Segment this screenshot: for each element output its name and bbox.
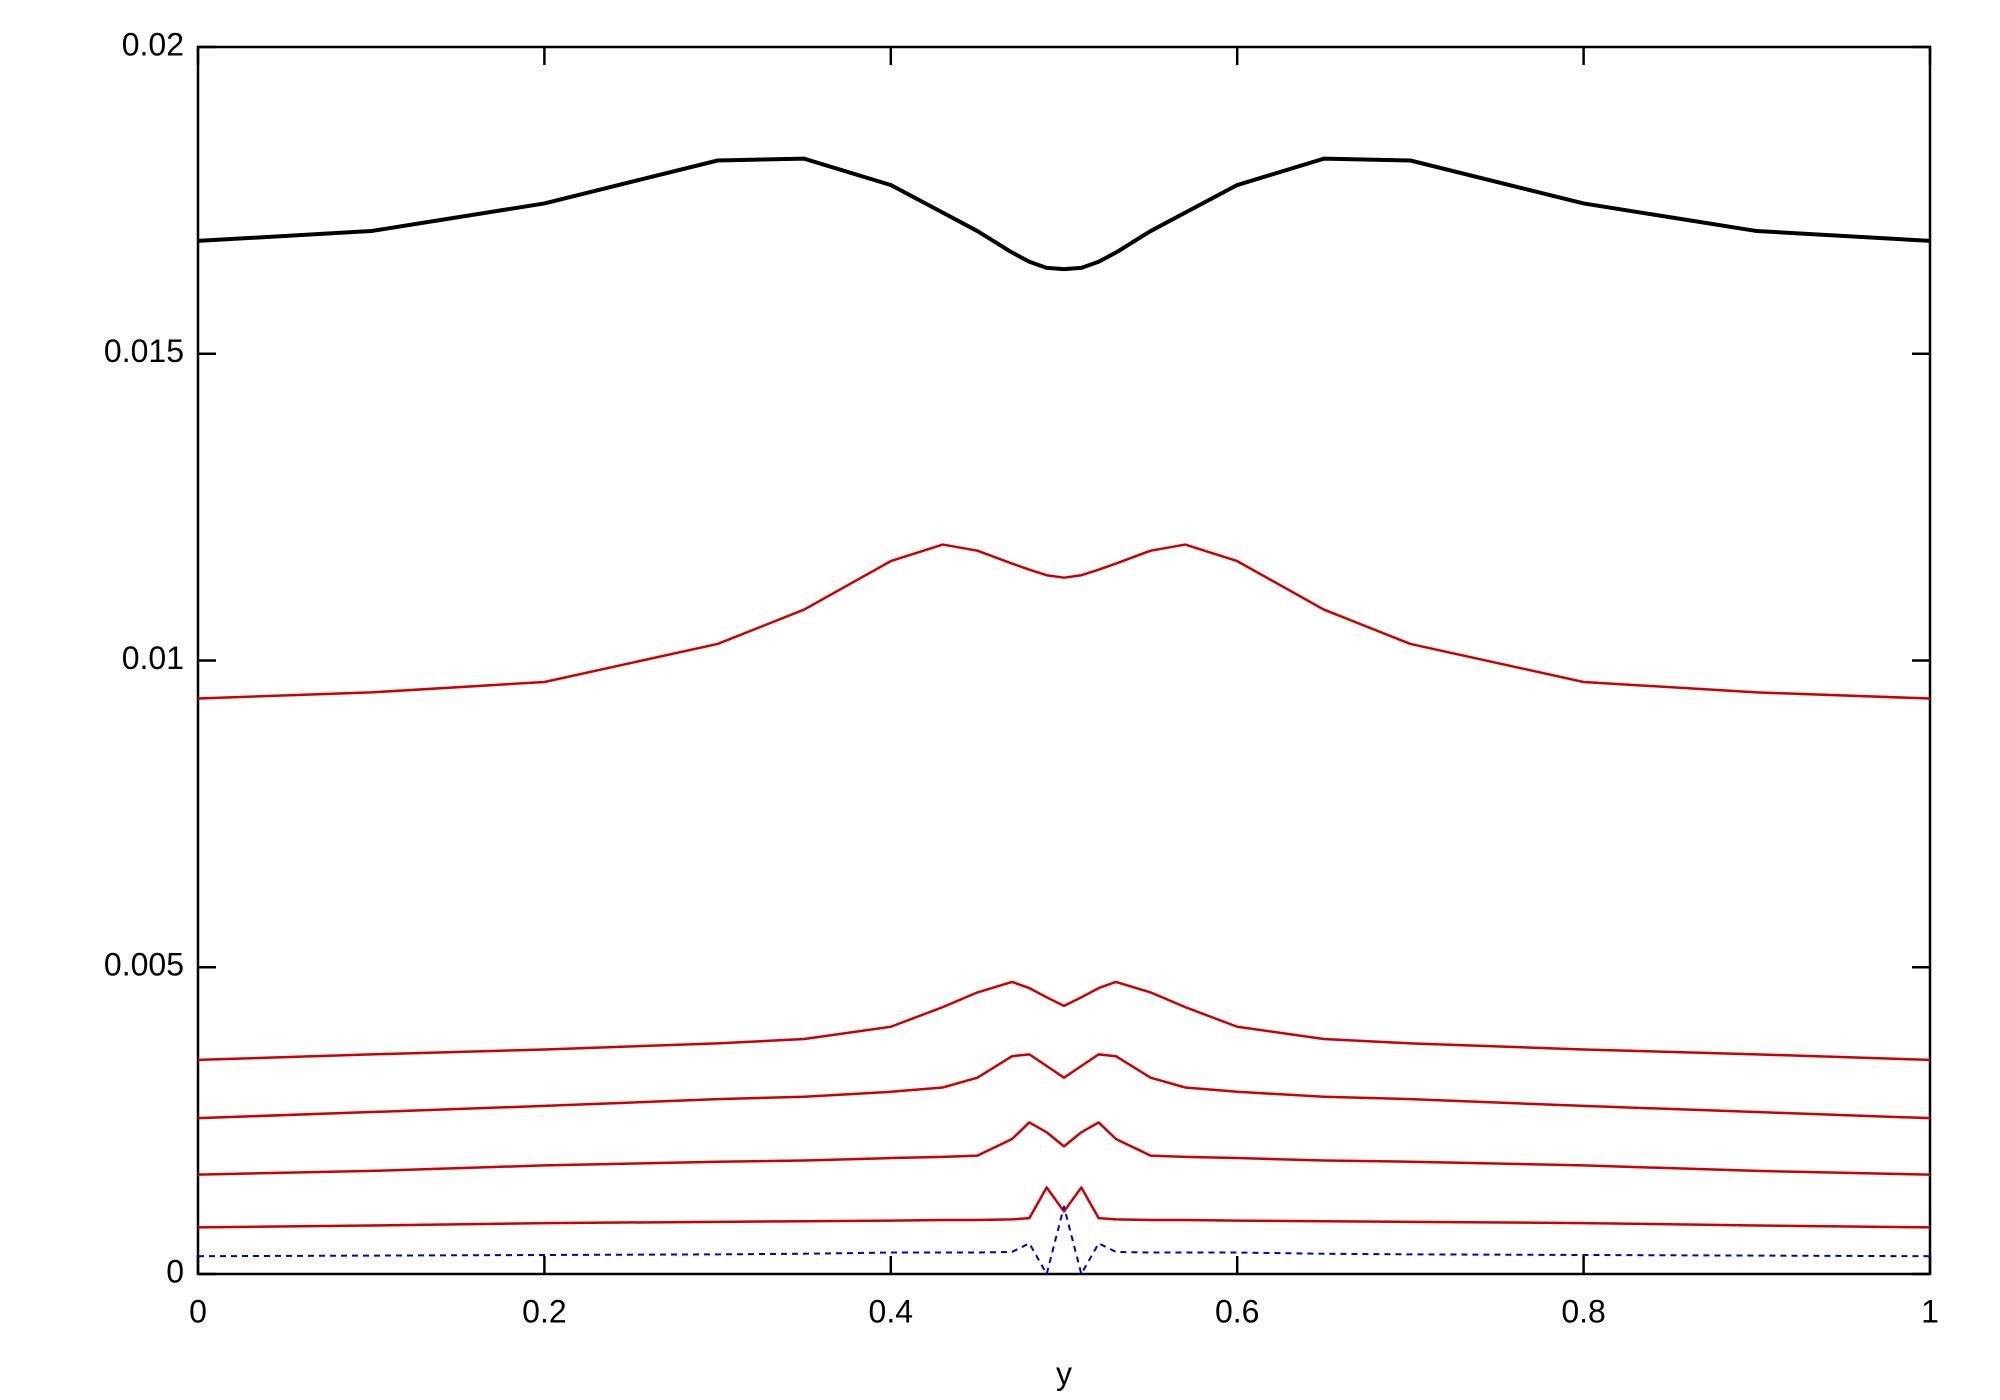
data-line [197,1121,1931,1176]
y-tick-label: 0 [166,1253,184,1289]
x-tick-label: 0.2 [522,1293,566,1329]
data-line [197,980,1931,1062]
plot-frame [196,45,1932,1276]
x-tick-label: 0 [189,1293,207,1329]
data-line [197,156,1931,272]
y-tick-label: 0.015 [104,333,184,369]
x-tick-label: 0.4 [869,1293,913,1329]
data-line [197,1205,1931,1275]
y-tick-label: 0.02 [122,26,184,62]
x-tick-label: 0.6 [1215,1293,1259,1329]
y-tick-label: 0.01 [122,640,184,676]
y-tick-label: 0.005 [104,947,184,983]
x-axis-label: y [1056,1355,1072,1391]
x-tick-label: 0.8 [1561,1293,1605,1329]
data-line [197,1186,1931,1229]
data-line [197,1053,1931,1120]
x-tick-label: 1 [1921,1293,1939,1329]
data-line [197,543,1931,700]
